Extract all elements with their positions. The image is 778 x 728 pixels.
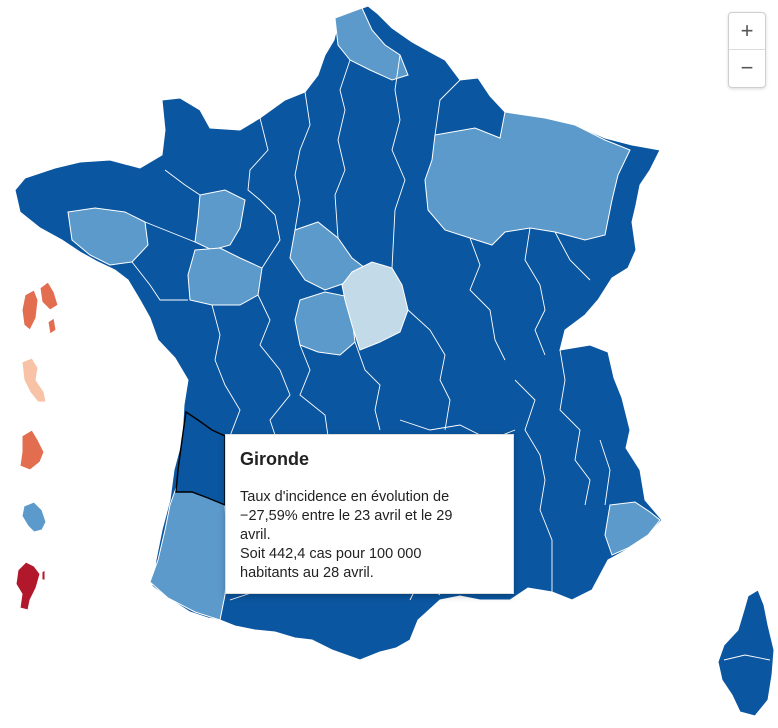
zoom-control: + − — [728, 12, 766, 88]
guadeloupe[interactable] — [21, 281, 59, 335]
tooltip-line-5: habitants au 28 avril. — [240, 565, 374, 581]
reunion[interactable] — [15, 561, 46, 611]
grand-est-region[interactable] — [424, 111, 631, 246]
alpes-maritimes-region[interactable] — [604, 501, 661, 556]
indre-region[interactable] — [294, 291, 356, 356]
landes-region[interactable] — [149, 487, 229, 621]
mayenne-region[interactable] — [194, 189, 246, 251]
corsica-border — [723, 654, 771, 661]
tooltip-line-4: Soit 442,4 cas pour 100 000 — [240, 546, 422, 562]
corsica[interactable] — [717, 589, 775, 717]
tooltip-line-1: Taux d'incidence en évolution de — [240, 489, 450, 505]
tooltip-line-2: −27,59% entre le 23 avril et le 29 — [240, 508, 453, 524]
gironde-region[interactable] — [175, 410, 226, 507]
region-tooltip: Gironde Taux d'incidence en évolution de… — [225, 434, 514, 594]
tooltip-line-3: avril. — [240, 527, 271, 543]
zoom-out-button[interactable]: − — [740, 55, 754, 80]
tooltip-title: Gironde — [240, 449, 310, 469]
nord-region[interactable] — [334, 7, 409, 81]
guyane[interactable] — [19, 429, 45, 471]
zoom-in-button[interactable]: + — [729, 13, 765, 50]
sarthe-region[interactable] — [187, 247, 263, 306]
cher-region[interactable] — [341, 261, 409, 351]
mayotte[interactable] — [21, 501, 47, 533]
finistere-region[interactable] — [67, 207, 149, 266]
martinique[interactable] — [21, 357, 47, 403]
